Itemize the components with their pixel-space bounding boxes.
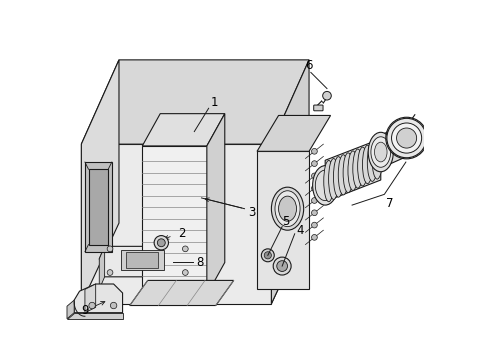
Text: 3: 3 xyxy=(247,206,255,219)
Ellipse shape xyxy=(367,132,392,172)
Circle shape xyxy=(182,246,188,252)
Polygon shape xyxy=(325,139,380,202)
Polygon shape xyxy=(206,114,224,295)
Polygon shape xyxy=(67,313,122,319)
Polygon shape xyxy=(99,246,192,277)
Circle shape xyxy=(311,173,317,179)
Circle shape xyxy=(311,234,317,240)
Circle shape xyxy=(311,210,317,216)
Circle shape xyxy=(110,302,117,309)
Polygon shape xyxy=(257,151,308,289)
Polygon shape xyxy=(121,250,163,270)
Polygon shape xyxy=(81,60,308,144)
Circle shape xyxy=(386,118,426,158)
Polygon shape xyxy=(271,60,308,304)
Ellipse shape xyxy=(371,141,382,179)
Ellipse shape xyxy=(278,196,296,221)
Ellipse shape xyxy=(323,161,333,202)
Polygon shape xyxy=(126,252,158,268)
Text: 4: 4 xyxy=(296,224,303,237)
Circle shape xyxy=(107,270,113,275)
Ellipse shape xyxy=(274,191,300,226)
Ellipse shape xyxy=(328,158,338,199)
Text: 1: 1 xyxy=(210,96,217,109)
Circle shape xyxy=(264,252,271,259)
Text: 9: 9 xyxy=(81,305,88,318)
Ellipse shape xyxy=(338,155,347,195)
Polygon shape xyxy=(129,280,233,306)
Polygon shape xyxy=(403,125,418,151)
Ellipse shape xyxy=(357,147,367,186)
Ellipse shape xyxy=(347,151,357,190)
Text: 5: 5 xyxy=(282,215,289,228)
Circle shape xyxy=(311,185,317,191)
Circle shape xyxy=(311,222,317,228)
Polygon shape xyxy=(142,114,224,146)
Ellipse shape xyxy=(370,137,390,167)
Text: 8: 8 xyxy=(196,256,203,269)
Circle shape xyxy=(89,302,95,309)
Polygon shape xyxy=(372,125,418,166)
Circle shape xyxy=(311,161,317,166)
Circle shape xyxy=(276,261,287,271)
Circle shape xyxy=(154,235,168,250)
Circle shape xyxy=(322,91,330,100)
Polygon shape xyxy=(74,284,122,313)
Polygon shape xyxy=(81,60,119,304)
Polygon shape xyxy=(99,246,104,289)
Ellipse shape xyxy=(374,142,386,162)
Ellipse shape xyxy=(271,187,303,230)
Text: 2: 2 xyxy=(178,227,185,240)
Ellipse shape xyxy=(366,143,377,181)
Circle shape xyxy=(157,239,165,247)
Polygon shape xyxy=(88,169,108,244)
Polygon shape xyxy=(85,162,112,252)
Polygon shape xyxy=(85,284,96,313)
Circle shape xyxy=(182,270,188,275)
Circle shape xyxy=(396,128,416,148)
Text: 7: 7 xyxy=(385,197,393,210)
Circle shape xyxy=(273,257,290,275)
Ellipse shape xyxy=(343,153,352,193)
Text: 6: 6 xyxy=(305,59,312,72)
FancyBboxPatch shape xyxy=(313,105,323,111)
Ellipse shape xyxy=(312,166,337,205)
Circle shape xyxy=(107,246,113,252)
Polygon shape xyxy=(81,223,308,304)
Polygon shape xyxy=(81,144,271,304)
Polygon shape xyxy=(142,146,206,295)
Polygon shape xyxy=(67,300,74,319)
Ellipse shape xyxy=(362,145,372,184)
Polygon shape xyxy=(257,116,330,151)
Circle shape xyxy=(311,198,317,203)
Circle shape xyxy=(391,123,421,153)
Circle shape xyxy=(311,148,317,154)
Ellipse shape xyxy=(333,157,343,197)
Ellipse shape xyxy=(352,149,362,188)
Circle shape xyxy=(261,249,274,262)
